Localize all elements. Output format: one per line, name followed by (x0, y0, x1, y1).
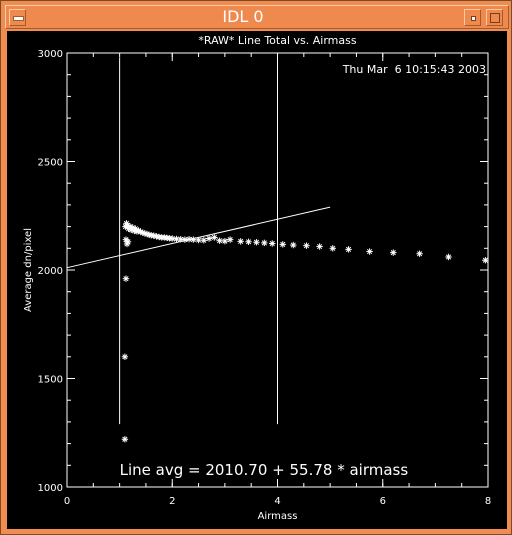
window-menu-button[interactable] (9, 9, 26, 26)
asterisk-stroke (130, 225, 136, 231)
data-point (221, 237, 229, 245)
asterisk-stroke (482, 257, 488, 263)
y-tick-label: 1500 (38, 375, 63, 386)
asterisk-stroke (132, 226, 139, 232)
asterisk-stroke (201, 237, 207, 243)
data-point (200, 237, 208, 244)
x-tick-label: 4 (274, 496, 280, 507)
maximize-icon (490, 13, 500, 23)
asterisk-stroke (390, 250, 396, 256)
y-tick-label: 2500 (38, 158, 63, 169)
asterisk-stroke (124, 222, 131, 229)
data-point (226, 236, 234, 243)
maximize-button[interactable] (486, 9, 503, 26)
asterisk-stroke (303, 243, 310, 249)
chart-timestamp: Thu Mar 6 10:15:43 2003 (342, 63, 486, 76)
data-point (122, 275, 130, 282)
asterisk-stroke (217, 238, 223, 244)
asterisk-stroke (125, 239, 131, 245)
data-point (279, 241, 286, 248)
asterisk-stroke (140, 230, 146, 236)
data-point (366, 248, 373, 255)
asterisk-stroke (151, 233, 157, 239)
asterisk-stroke (123, 276, 129, 282)
data-point (121, 353, 129, 360)
fit-annotation: Line avg = 2010.70 + 55.78 * airmass (120, 461, 409, 479)
data-point (482, 257, 489, 264)
asterisk-stroke (122, 436, 128, 442)
data-point (205, 235, 213, 242)
data-point (303, 242, 310, 249)
data-point (329, 245, 336, 252)
x-axis-label: Airmass (258, 511, 298, 522)
window-title: IDL 0 (222, 7, 264, 26)
window-menu-icon (13, 16, 24, 21)
asterisk-stroke (178, 236, 184, 242)
y-axis-label: Average dn/pixel (23, 228, 34, 312)
asterisk-stroke (195, 237, 202, 243)
y-tick-label: 1000 (38, 483, 63, 494)
asterisk-stroke (211, 234, 217, 241)
x-tick-label: 0 (64, 496, 70, 507)
data-point (169, 235, 176, 242)
data-point (416, 250, 423, 257)
asterisk-stroke (186, 236, 192, 242)
asterisk-stroke (253, 239, 260, 245)
asterisk-stroke (182, 237, 188, 243)
minimize-button[interactable] (464, 9, 481, 26)
asterisk-stroke (122, 354, 128, 360)
asterisk-stroke (280, 241, 286, 247)
asterisk-stroke (222, 238, 228, 244)
asterisk-stroke (445, 254, 452, 260)
asterisk-stroke (367, 248, 373, 255)
chart-title: *RAW* Line Total vs. Airmass (198, 34, 356, 47)
scatter-chart: *RAW* Line Total vs. Airmass Thu Mar 6 1… (23, 34, 491, 522)
data-point (345, 246, 352, 253)
data-point (123, 220, 130, 227)
title-bar[interactable]: IDL 0 (5, 5, 509, 29)
asterisk-stroke (290, 242, 296, 248)
asterisk-stroke (269, 240, 275, 247)
minimize-icon (471, 16, 476, 21)
asterisk-stroke (206, 235, 212, 242)
asterisk-stroke (227, 237, 233, 243)
data-point (237, 238, 244, 245)
data-point (211, 234, 218, 241)
data-point (390, 249, 397, 256)
y-tick-label: 2000 (38, 266, 63, 277)
data-point (185, 235, 193, 243)
asterisk-stroke (238, 238, 244, 244)
data-point (445, 253, 452, 261)
data-point (121, 436, 129, 443)
asterisk-stroke (173, 236, 180, 242)
asterisk-stroke (261, 240, 267, 246)
data-point (190, 236, 197, 243)
plot-canvas: *RAW* Line Total vs. Airmass Thu Mar 6 1… (7, 31, 507, 529)
data-point (290, 241, 297, 249)
asterisk-stroke (127, 224, 133, 230)
data-point (181, 236, 189, 243)
data-point (269, 240, 276, 247)
asterisk-stroke (138, 229, 144, 235)
data-point (316, 243, 323, 250)
data-point (261, 239, 268, 247)
asterisk-stroke (153, 233, 160, 239)
asterisk-stroke (123, 220, 130, 226)
asterisk-stroke (317, 243, 323, 250)
asterisk-stroke (416, 251, 423, 257)
data-point (124, 238, 132, 245)
asterisk-stroke (345, 246, 352, 252)
asterisk-stroke (245, 239, 252, 245)
asterisk-stroke (144, 231, 150, 237)
x-tick-label: 6 (380, 496, 386, 507)
x-tick-label: 2 (169, 496, 175, 507)
y-tick-label: 3000 (38, 49, 63, 60)
data-point (245, 238, 252, 245)
asterisk-stroke (169, 235, 175, 242)
data-point (253, 239, 260, 246)
asterisk-stroke (190, 237, 196, 243)
x-tick-label: 8 (485, 496, 491, 507)
asterisk-stroke (330, 245, 336, 251)
